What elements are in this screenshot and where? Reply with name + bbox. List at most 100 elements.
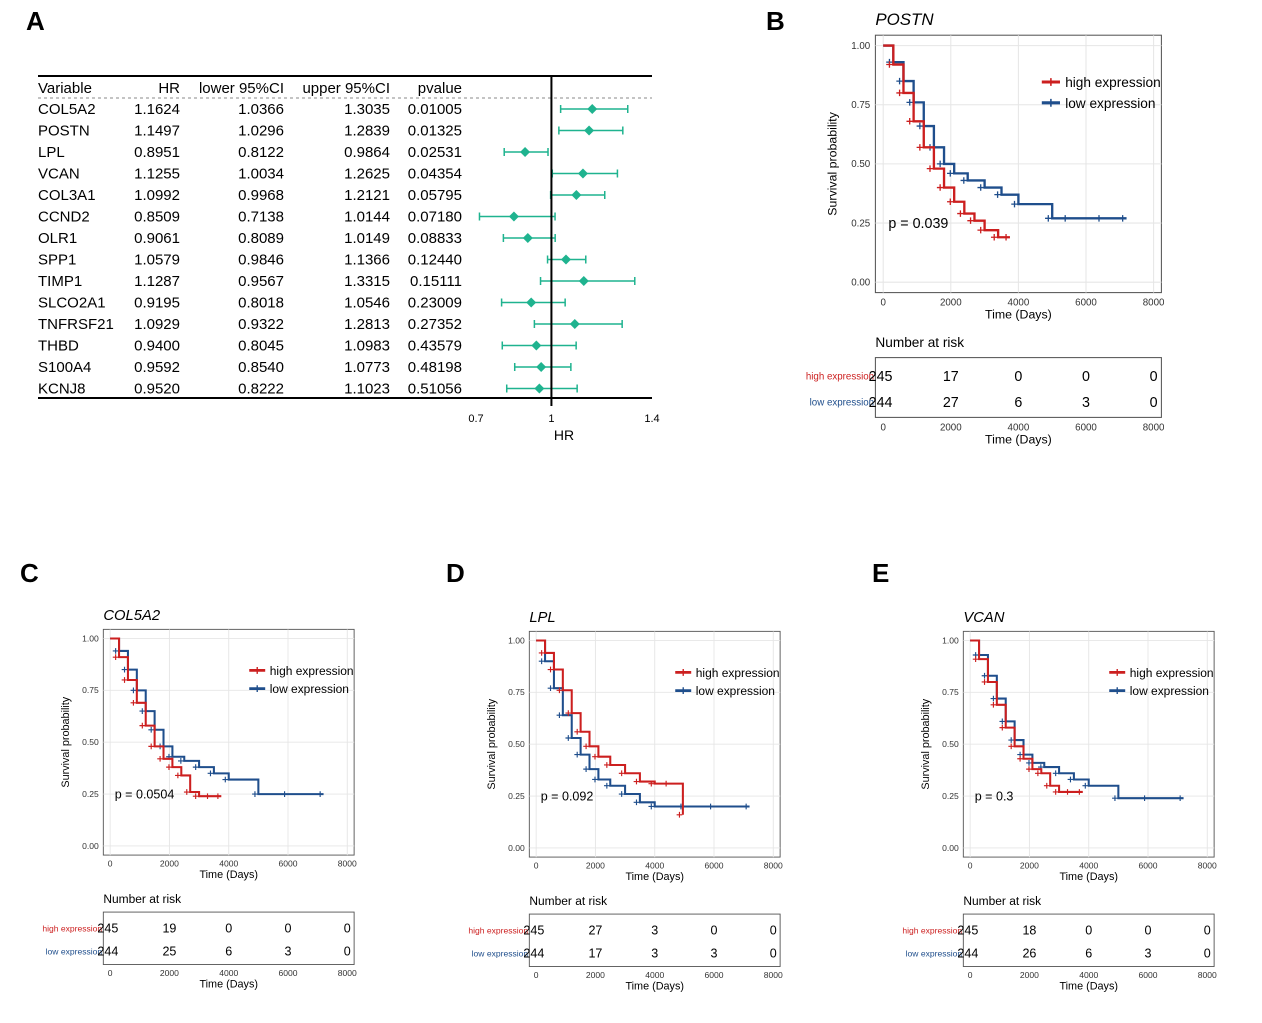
km-censor-mark [1008, 743, 1015, 750]
km-censor-mark [947, 198, 954, 206]
km-curve-low [536, 639, 750, 808]
table-row-variable: KCNJ8 [38, 381, 86, 398]
panel-label-e: E [872, 558, 889, 588]
legend-low-label: low expression [696, 684, 775, 698]
km-censor-mark [676, 811, 683, 818]
km-y-axis-label: Survival probability [486, 698, 498, 789]
km-censor-mark [574, 728, 581, 735]
km-curve-low [110, 637, 324, 796]
risk-row-label-high: high expression [806, 372, 874, 383]
risk-table-title: Number at risk [103, 892, 181, 906]
risk-x-tick-label: 0 [880, 422, 886, 433]
table-row-hr: 1.0579 [134, 252, 180, 269]
km-censor-mark [281, 791, 288, 797]
table-row-hr: 0.9061 [134, 230, 180, 247]
km-censor-mark [936, 184, 944, 191]
km-x-tick-label: 4000 [219, 858, 238, 868]
risk-x-tick-label: 2000 [940, 422, 962, 433]
km-x-tick-label: 0 [108, 858, 113, 868]
km-censor-mark [192, 764, 199, 770]
table-row-upper-ci: 1.2839 [344, 123, 390, 140]
table-row-hr: 0.9520 [134, 381, 180, 398]
risk-count: 245 [869, 369, 893, 385]
km-x-tick-label: 6000 [704, 860, 723, 870]
panel-label-d: D [446, 558, 465, 588]
risk-count: 19 [162, 922, 176, 936]
risk-count: 0 [770, 924, 777, 938]
risk-x-tick-label: 4000 [1008, 422, 1030, 433]
km-y-tick-label: 0.00 [82, 841, 99, 851]
risk-x-axis-label: Time (Days) [199, 978, 258, 990]
risk-row-label-low: low expression [472, 948, 529, 958]
table-row-lower-ci: 0.8045 [238, 338, 284, 355]
km-censor-mark [743, 803, 749, 810]
risk-count: 0 [1085, 924, 1092, 938]
risk-count: 3 [285, 944, 292, 958]
table-row-pvalue: 0.27352 [408, 316, 462, 333]
km-censor-mark [633, 778, 640, 785]
legend-low-mark [1113, 687, 1121, 695]
table-row-variable: LPL [38, 144, 65, 161]
km-censor-mark [112, 648, 119, 654]
risk-count: 244 [957, 946, 978, 960]
km-censor-mark [1017, 755, 1023, 762]
hr-diamond-marker [536, 362, 547, 372]
hr-diamond-marker [534, 383, 545, 394]
risk-x-tick-label: 2000 [586, 970, 605, 980]
table-row-lower-ci: 0.9846 [238, 252, 284, 269]
km-x-tick-label: 8000 [764, 860, 783, 870]
table-row-hr: 1.1255 [134, 166, 180, 183]
km-y-tick-label: 0.75 [942, 687, 959, 697]
table-row-upper-ci: 1.0546 [344, 295, 390, 312]
table-row-pvalue: 0.04354 [408, 166, 462, 183]
km-censor-mark [556, 712, 563, 719]
km-censor-mark [1008, 737, 1015, 743]
risk-count: 27 [943, 395, 959, 411]
hr-diamond-marker [560, 254, 571, 265]
km-censor-mark [1112, 795, 1118, 802]
km-y-tick-label: 0.25 [82, 789, 99, 799]
table-row-hr: 1.1497 [134, 123, 180, 140]
km-y-tick-label: 0.50 [508, 739, 525, 749]
km-censor-mark [1043, 782, 1050, 789]
risk-count: 27 [588, 924, 602, 938]
km-curve-high [110, 637, 222, 798]
km-censor-mark [981, 672, 988, 679]
forest-plot: Variable HR lower 95%CI upper 95%CI pval… [38, 75, 660, 443]
table-row-variable: SLCO2A1 [38, 295, 106, 312]
table-row-upper-ci: 1.2625 [344, 166, 390, 183]
km-x-tick-label: 4000 [1008, 298, 1030, 309]
risk-table-title: Number at risk [875, 335, 964, 350]
km-censor-mark [916, 122, 924, 130]
table-row-upper-ci: 1.2813 [344, 316, 390, 333]
km-censor-mark [121, 666, 128, 673]
km-x-axis-label: Time (Days) [985, 308, 1052, 322]
km-censor-mark [990, 695, 997, 702]
risk-x-tick-label: 0 [968, 970, 973, 980]
km-censor-mark [1076, 789, 1083, 795]
table-row-hr: 1.0992 [134, 187, 180, 204]
table-row-pvalue: 0.15111 [410, 273, 462, 290]
risk-x-tick-label: 6000 [1138, 970, 1157, 980]
risk-table-frame [874, 357, 1162, 418]
km-censor-mark [994, 191, 1001, 198]
km-censor-mark [166, 764, 172, 770]
table-row-lower-ci: 0.8018 [238, 295, 284, 312]
km-y-tick-label: 0.25 [508, 791, 525, 801]
km-censor-mark [148, 743, 155, 750]
table-row-upper-ci: 1.0983 [344, 338, 390, 355]
km-censor-mark [148, 726, 155, 733]
hr-diamond-marker [526, 297, 537, 308]
km-y-axis-label: Survival probability [60, 696, 72, 787]
km-censor-mark [990, 701, 997, 708]
risk-count: 245 [957, 924, 978, 938]
km-censor-mark [1002, 233, 1010, 241]
km-censor-mark [633, 799, 640, 806]
km-censor-mark [565, 735, 572, 741]
km-censor-mark [222, 776, 229, 783]
km-censor-mark [1011, 200, 1018, 208]
km-censor-mark [112, 654, 119, 661]
km-censor-mark [1061, 215, 1069, 222]
